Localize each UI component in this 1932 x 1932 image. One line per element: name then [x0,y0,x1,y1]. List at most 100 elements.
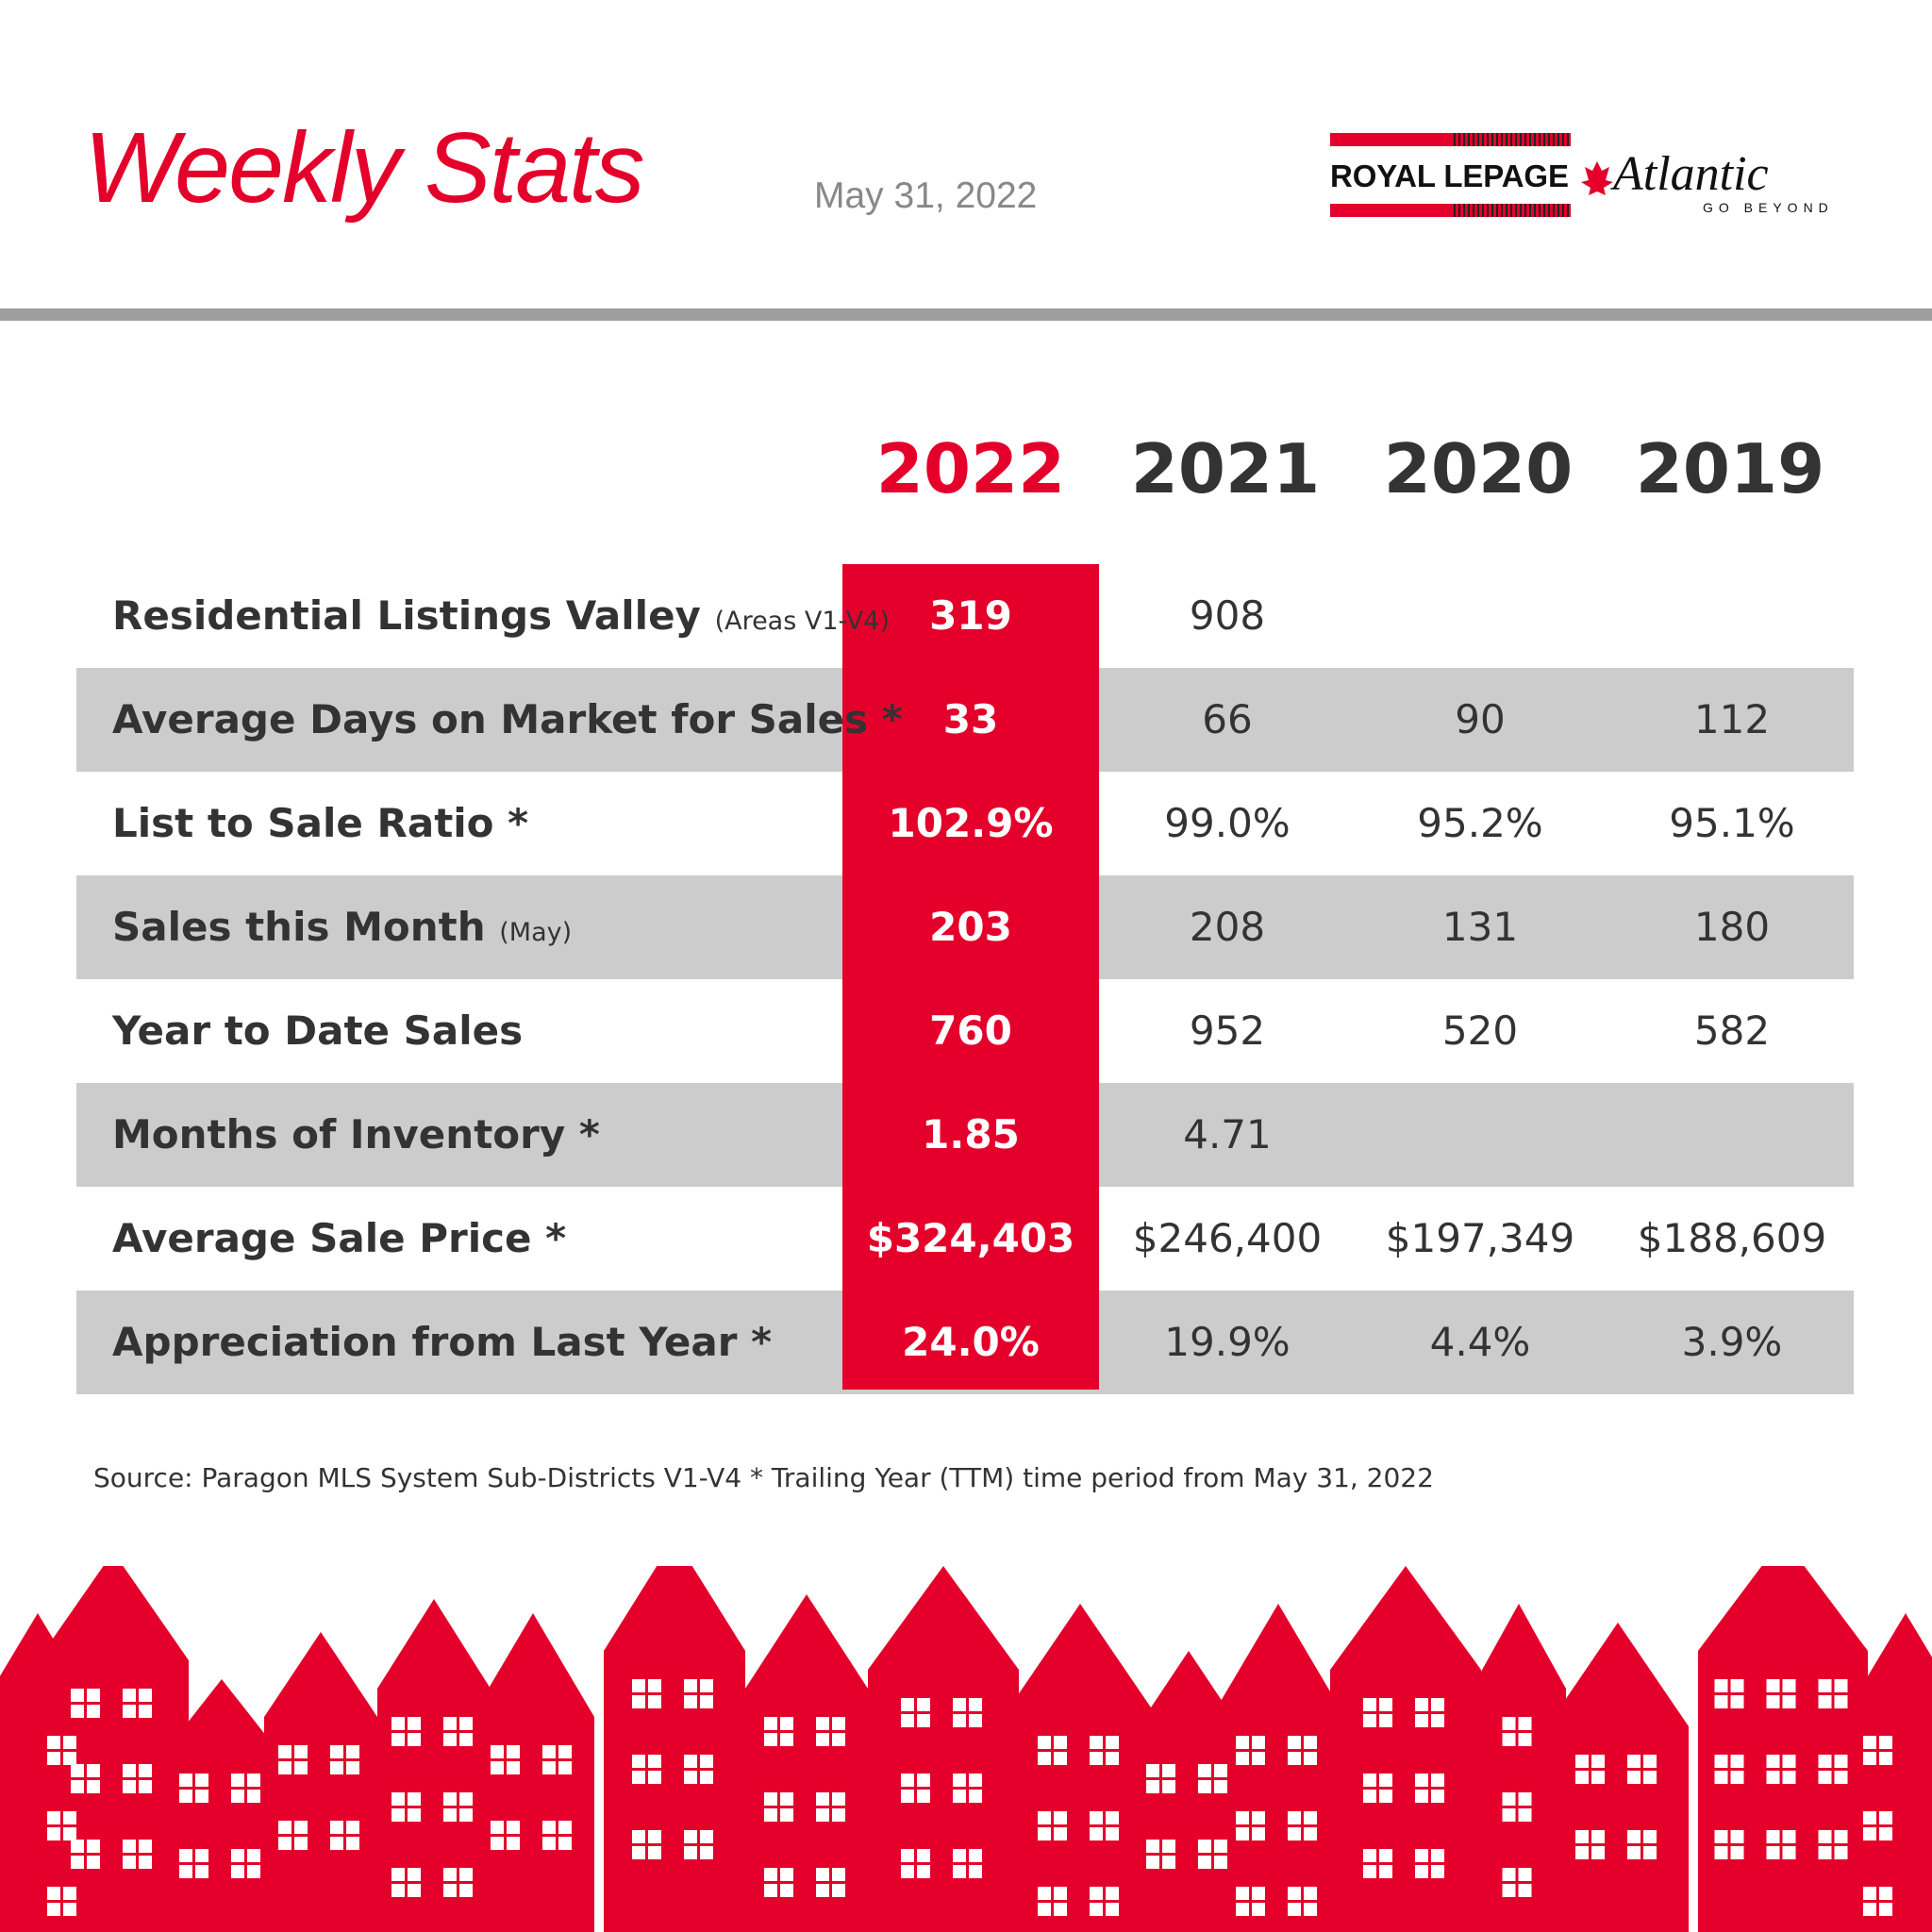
window-pane [87,1764,100,1777]
house-roof [472,1613,594,1717]
house-roof [745,1594,868,1689]
window-pane [1304,1736,1317,1749]
window-pane [1518,1868,1532,1881]
window-pane [1518,1792,1532,1806]
window-pane [816,1717,829,1730]
window-pane [278,1837,291,1850]
window-pane [408,1868,421,1881]
window-pane [1834,1679,1848,1692]
window-pane [63,1736,76,1749]
window-pane [123,1780,136,1793]
column-header: 2022 [875,429,1066,508]
window-pane [917,1774,930,1787]
window-pane [247,1790,260,1803]
house [1330,1670,1481,1932]
window-pane [1502,1792,1516,1806]
cell: 1.85 [922,1111,1020,1158]
window-pane [542,1745,556,1758]
window-pane [1162,1780,1175,1793]
window-pane [247,1849,260,1862]
window-pane [969,1790,982,1803]
cell: 112 [1693,696,1771,742]
row-label: Sales this Month (May) [112,875,572,979]
window-pane [1879,1903,1892,1916]
window-pane [901,1865,914,1878]
window-pane [1198,1856,1211,1869]
window-pane [330,1821,343,1834]
window-pane [1162,1764,1175,1777]
window-pane [1714,1846,1728,1859]
window-pane [632,1695,645,1708]
window-pane [558,1745,572,1758]
window-pane [648,1830,661,1843]
house [604,1651,745,1932]
window-pane [764,1808,777,1822]
window-pane [1627,1846,1641,1859]
window-pane [408,1884,421,1897]
window-pane [278,1821,291,1834]
window-pane [1054,1827,1067,1840]
window-pane [1591,1830,1605,1843]
window-pane [123,1764,136,1777]
cell: 33 [942,696,999,742]
window-pane [1415,1698,1428,1711]
window-pane [231,1865,244,1878]
house-roof [377,1599,491,1689]
window-pane [1106,1827,1119,1840]
window-pane [648,1846,661,1859]
window-pane [1106,1736,1119,1749]
window-pane [901,1698,914,1711]
window-pane [330,1761,343,1774]
window-pane [443,1792,457,1806]
window-pane [1288,1903,1301,1916]
house-roof [1698,1566,1868,1651]
window-pane [1818,1679,1832,1692]
window-pane [1038,1903,1051,1916]
window-pane [1236,1752,1249,1765]
window-pane [391,1868,405,1881]
window-pane [507,1761,520,1774]
cell: 520 [1441,1008,1519,1054]
window-pane [71,1689,84,1702]
window-pane [632,1830,645,1843]
cell: $197,349 [1385,1215,1575,1261]
house-roof [1330,1566,1481,1670]
window-pane [1591,1771,1605,1784]
window-pane [47,1752,60,1765]
house-roof [868,1566,1019,1670]
window-pane [71,1840,84,1853]
window-pane [1252,1827,1265,1840]
window-pane [139,1856,152,1869]
divider [0,308,1932,321]
cell: 4.71 [1183,1111,1272,1158]
window-pane [391,1884,405,1897]
window-pane [346,1837,359,1850]
window-pane [1415,1714,1428,1727]
row-label: Year to Date Sales [112,979,523,1083]
cell: 3.9% [1681,1319,1783,1365]
window-pane [780,1808,793,1822]
window-pane [542,1821,556,1834]
window-pane [1782,1846,1796,1859]
window-pane [139,1780,152,1793]
window-pane [1304,1887,1317,1900]
window-pane [1766,1755,1780,1768]
window-pane [816,1792,829,1806]
window-pane [63,1827,76,1840]
window-pane [1054,1811,1067,1824]
window-pane [684,1830,697,1843]
window-pane [1054,1887,1067,1900]
window-pane [294,1821,308,1834]
window-pane [1288,1887,1301,1900]
cell: 319 [929,592,1012,639]
window-pane [816,1868,829,1881]
window-pane [1591,1755,1605,1768]
window-pane [294,1761,308,1774]
window-pane [542,1761,556,1774]
window-pane [195,1790,208,1803]
window-pane [391,1808,405,1822]
window-pane [1090,1752,1103,1765]
window-pane [1627,1755,1641,1768]
window-pane [969,1714,982,1727]
window-pane [1363,1790,1376,1803]
